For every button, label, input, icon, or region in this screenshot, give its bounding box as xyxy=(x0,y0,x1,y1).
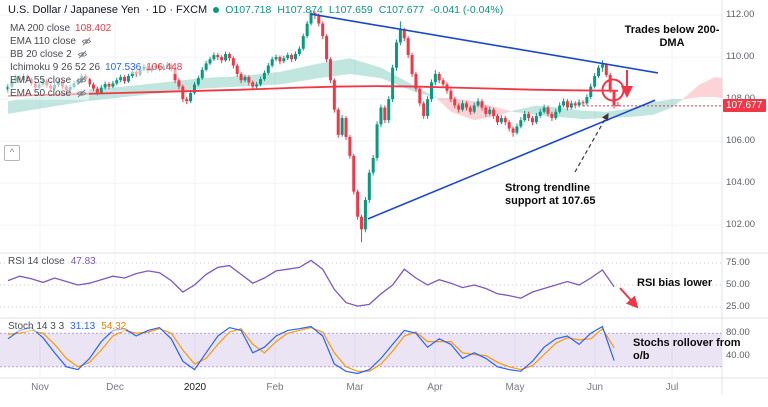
stoch-d-value: 54.32 xyxy=(101,321,127,332)
time-axis-label: May xyxy=(505,382,525,393)
ohlc-low: L107.659 xyxy=(328,4,373,16)
ichimoku-cloud-segment xyxy=(652,99,673,115)
ichimoku-cloud-segment xyxy=(699,77,716,98)
stoch-legend[interactable]: Stoch 14 3 3 31.13 54.32 xyxy=(8,321,127,332)
legend-label: EMA 55 close xyxy=(10,75,72,86)
annotation-rsi-bias-lower[interactable]: RSI bias lower xyxy=(637,277,713,289)
legend-row-ma200[interactable]: MA 200 close 108.402 xyxy=(8,22,114,35)
symbol-meta[interactable]: · 1D · FXCM xyxy=(145,4,208,16)
time-axis-label: Mar xyxy=(346,382,364,393)
annotation-trendline-support[interactable]: Strong trendline support at 107.65 xyxy=(505,182,596,207)
rsi-value: 47.83 xyxy=(70,256,96,267)
ichimoku-cloud-segment xyxy=(412,84,436,99)
rsi-legend[interactable]: RSI 14 close 47.83 xyxy=(8,256,96,267)
time-axis-label: Jun xyxy=(586,382,604,393)
chart-header: U.S. Dollar / Japanese Yen · 1D · FXCM O… xyxy=(8,2,503,18)
legend-label: BB 20 close 2 xyxy=(10,49,72,60)
legend-row-ema55[interactable]: EMA 55 close xyxy=(8,74,90,87)
eye-off-icon[interactable] xyxy=(76,75,87,86)
ohlc-high: H107.874 xyxy=(277,4,323,16)
legend-value: 106.448 xyxy=(146,62,183,73)
rsi-line xyxy=(7,259,615,307)
ichimoku-cloud-segment xyxy=(202,76,242,89)
last-price-badge: 107.677 xyxy=(723,99,767,112)
legend-value: 107.536 xyxy=(105,62,142,73)
legend-label: Ichimoku 9 26 52 26 xyxy=(10,62,101,73)
rsi-label: RSI 14 close xyxy=(8,256,65,267)
stoch-band xyxy=(0,333,722,367)
annotation-trades-below-200dma[interactable]: Trades below 200-DMA xyxy=(624,24,720,49)
symbol-title[interactable]: U.S. Dollar / Japanese Yen xyxy=(8,4,140,16)
ma200-line xyxy=(7,85,618,97)
eye-off-icon[interactable] xyxy=(76,88,87,99)
ichimoku-cloud-segment xyxy=(318,58,350,79)
legend-label: EMA 50 close xyxy=(10,88,72,99)
time-axis-label: Nov xyxy=(31,382,49,393)
time-axis-label: Feb xyxy=(266,382,284,393)
time-axis-label: 2020 xyxy=(183,382,207,393)
market-status-icon xyxy=(213,7,220,13)
price-axis-label: 40.00 xyxy=(726,349,750,361)
rsi-red-arrow xyxy=(619,287,639,309)
ichimoku-cloud-segment xyxy=(683,84,700,100)
price-axis-label: 104.00 xyxy=(726,177,756,189)
legend-row-ichimoku[interactable]: Ichimoku 9 26 52 26 107.536 106.448 xyxy=(8,61,185,74)
annotation-stoch-rollover[interactable]: Stochs rollover from o/b xyxy=(633,337,741,362)
ichimoku-cloud-segment xyxy=(559,107,583,120)
indicator-legend: MA 200 close 108.402 EMA 110 close BB 20… xyxy=(8,22,185,100)
dashed-pointer-arrow xyxy=(574,112,609,173)
ichimoku-cloud-segment xyxy=(715,77,723,99)
ichimoku-cloud-segment xyxy=(513,105,537,115)
stoch-d-line xyxy=(7,326,615,372)
price-axis-label: 102.00 xyxy=(726,219,756,231)
ichimoku-cloud-segment xyxy=(349,58,381,79)
ohlc-change: -0.041 (-0.04%) xyxy=(430,4,504,16)
time-axis-label: Dec xyxy=(106,382,124,393)
ichimoku-cloud-segment xyxy=(497,107,514,116)
eye-off-icon[interactable] xyxy=(77,49,88,60)
ichimoku-cloud-segment xyxy=(380,67,413,91)
trendline-upper xyxy=(310,13,659,74)
price-axis-label: 80.00 xyxy=(726,327,750,339)
ichimoku-cloud-segment xyxy=(435,97,451,112)
ichimoku-cloud-segment xyxy=(606,108,630,119)
legend-label: MA 200 close xyxy=(10,23,71,34)
legend-label: EMA 110 close xyxy=(10,36,76,47)
ichimoku-cloud-segment xyxy=(279,63,319,85)
time-axis-label: Jul xyxy=(665,382,679,393)
eye-off-icon[interactable] xyxy=(81,36,92,47)
collapse-panel-button[interactable]: ^ xyxy=(4,145,20,161)
stoch-k-line xyxy=(7,325,615,375)
price-axis-label: 112.00 xyxy=(726,9,755,21)
stoch-label: Stoch 14 3 3 xyxy=(8,321,65,332)
ohlc-open: O107.718 xyxy=(225,4,272,16)
stoch-k-value: 31.13 xyxy=(70,321,96,332)
price-axis-label: 108.00 xyxy=(726,93,755,104)
price-axis-label: 106.00 xyxy=(726,135,756,147)
legend-row-ema110[interactable]: EMA 110 close xyxy=(8,35,94,48)
time-axis-label: Apr xyxy=(427,382,443,393)
legend-value: 108.402 xyxy=(75,23,112,34)
ichimoku-cloud-segment xyxy=(582,110,607,120)
price-axis-label: 110.00 xyxy=(726,51,755,63)
price-axis-label: 50.00 xyxy=(726,279,750,290)
ichimoku-cloud-segment xyxy=(672,98,684,108)
price-axis-label: 75.00 xyxy=(726,257,750,268)
ohlc-values: O107.718 H107.874 L107.659 C107.677 -0.0… xyxy=(225,4,503,16)
price-axis-label: 25.00 xyxy=(726,301,750,312)
legend-row-ema50[interactable]: EMA 50 close xyxy=(8,87,90,100)
ohlc-close: C107.677 xyxy=(378,4,425,16)
legend-row-bb20[interactable]: BB 20 close 2 xyxy=(8,48,90,61)
